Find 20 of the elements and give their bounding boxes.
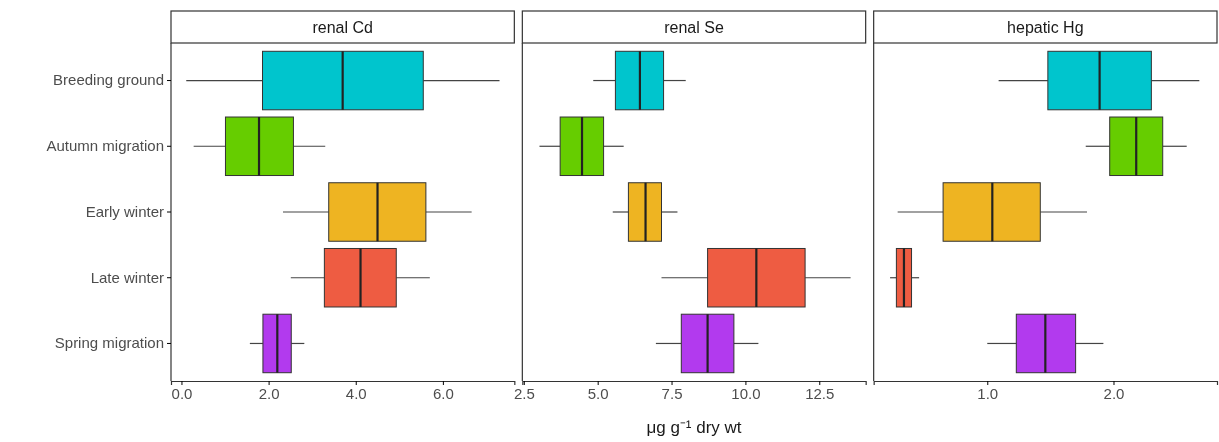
x-tick-label: 7.5 xyxy=(661,384,683,402)
y-tick-label: Early winter xyxy=(85,202,164,220)
y-tick-label: Breeding ground xyxy=(53,71,164,89)
chart-title: renal Se xyxy=(664,19,724,36)
y-tick-label: Late winter xyxy=(90,268,164,286)
x-tick-label: 5.0 xyxy=(587,384,609,402)
x-tick-label: 2.5 xyxy=(513,384,535,402)
x-tick-label: 4.0 xyxy=(345,384,367,402)
x-tick-label: 2.0 xyxy=(258,384,280,402)
x-tick-label: 0.0 xyxy=(171,384,193,402)
chart-title: hepatic Hg xyxy=(1007,19,1084,36)
x-tick-label: 6.0 xyxy=(432,384,454,402)
x-tick-label: 12.5 xyxy=(805,384,835,402)
y-tick-label: Autumn migration xyxy=(46,137,164,155)
x-tick-label: 1.0 xyxy=(977,384,999,402)
x-axis-title: μg g⁻¹ dry wt xyxy=(646,418,742,437)
y-tick-label: Spring migration xyxy=(54,334,164,352)
x-tick-label: 10.0 xyxy=(731,384,761,402)
chart-title: renal Cd xyxy=(312,19,373,36)
x-tick-label: 2.0 xyxy=(1103,384,1125,402)
